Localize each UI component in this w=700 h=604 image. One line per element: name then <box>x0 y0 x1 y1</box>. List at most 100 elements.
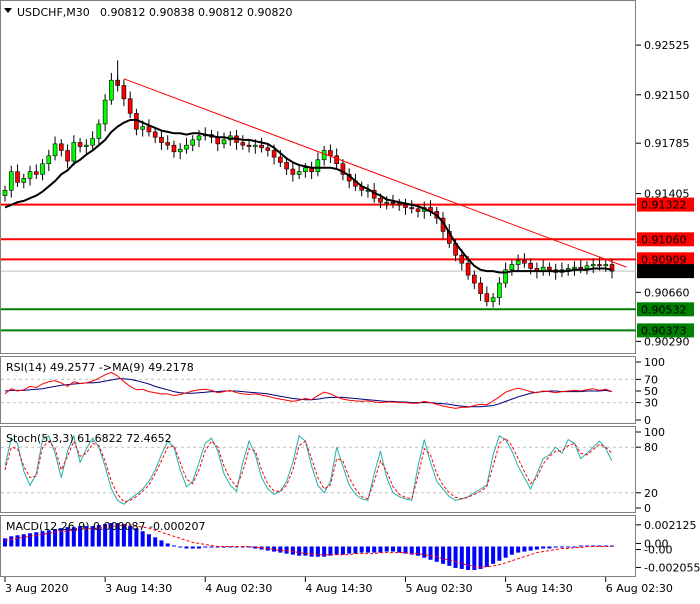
candle-body <box>609 264 615 272</box>
macd-bar <box>59 528 64 547</box>
candle-body <box>102 99 108 125</box>
macd-bar <box>334 546 339 555</box>
macd-bar <box>409 546 414 555</box>
rsi-tick-label: 30 <box>644 397 658 410</box>
candle-body <box>65 150 70 162</box>
macd-bar <box>472 546 477 570</box>
candle-body <box>259 144 264 149</box>
macd-bar <box>359 546 364 553</box>
rsi-line <box>4 371 613 409</box>
candle-body <box>497 282 502 298</box>
candle-body <box>378 197 383 203</box>
candle-body <box>109 79 114 101</box>
level-tag <box>637 232 694 247</box>
macd-bar <box>159 540 164 547</box>
macd-bar <box>559 546 564 548</box>
candle-body <box>296 171 302 175</box>
price-ohlc: 0.90812 0.90838 0.90812 0.90820 <box>100 6 292 19</box>
candle-body <box>290 168 296 175</box>
macd-bar <box>9 536 14 547</box>
candle-body <box>265 147 271 151</box>
trendline <box>123 78 627 268</box>
macd-bar <box>134 528 139 547</box>
macd-bar <box>284 546 289 554</box>
level-tag <box>637 323 694 338</box>
candle-body <box>121 85 127 100</box>
macd-bar <box>328 546 333 556</box>
candle-body <box>177 148 183 153</box>
time-tick-label: 5 Aug 14:30 <box>506 582 573 595</box>
stoch-tick-label: 80 <box>644 441 658 454</box>
macd-bar <box>584 545 589 547</box>
candle-body <box>522 260 527 264</box>
macd-bar <box>71 527 76 547</box>
candle-body <box>215 136 221 145</box>
rsi-tick-label: 70 <box>644 373 658 386</box>
macd-bar <box>403 546 408 554</box>
candle-body <box>484 293 490 302</box>
macd-bar <box>21 534 26 547</box>
macd-bar <box>503 546 508 558</box>
candle-body <box>315 159 321 172</box>
macd-bar <box>297 546 302 556</box>
candle-body <box>127 98 133 114</box>
candle-body <box>565 268 571 271</box>
rsi-tick-label: 100 <box>644 356 665 369</box>
level-label: 0.90909 <box>641 253 687 266</box>
candle-body <box>221 139 227 145</box>
macd-bar <box>215 546 220 548</box>
stoch-header: Stoch(5,3,3) 61.6822 72.4652 <box>6 432 172 445</box>
candle-body <box>159 136 164 143</box>
macd-bar <box>121 524 126 547</box>
macd-bar <box>497 546 502 561</box>
rsi-header: RSI(14) 49.2577 ->MA(9) 49.2178 <box>6 361 194 374</box>
macd-bar <box>441 546 446 564</box>
candle-body <box>465 262 471 276</box>
candle-body <box>278 156 283 163</box>
macd-bar <box>516 546 521 553</box>
level-label: 0.91322 <box>641 199 687 212</box>
price-tick-label: 0.92525 <box>644 39 690 52</box>
macd-bar <box>247 546 252 548</box>
macd-panel: 0.002125 0.00-0.00 -0.002055 <box>3 519 700 574</box>
macd-bar <box>578 545 583 547</box>
candle-body <box>240 142 246 146</box>
candle-body <box>503 269 508 284</box>
macd-bar <box>303 546 308 556</box>
macd-bar <box>222 546 227 548</box>
candle-body <box>415 208 421 212</box>
candles <box>2 60 615 308</box>
candle-body <box>84 144 89 147</box>
macd-bar <box>109 523 114 547</box>
candle-body <box>472 274 477 284</box>
candle-body <box>46 155 52 165</box>
macd-bar <box>184 546 189 549</box>
candle-body <box>390 201 396 204</box>
macd-bar <box>478 546 483 569</box>
macd-bar <box>203 546 208 548</box>
current-price-tag <box>637 264 694 279</box>
macd-bar <box>603 545 608 547</box>
macd-bar <box>228 546 233 548</box>
macd-bar <box>522 546 527 552</box>
candle-body <box>33 171 39 175</box>
level-label: 0.91060 <box>641 233 687 246</box>
macd-bar <box>196 546 201 549</box>
candle-body <box>584 265 590 269</box>
candle-body <box>52 143 58 157</box>
macd-tick-label: -0.00 <box>644 544 672 557</box>
candle-body <box>152 131 158 138</box>
macd-bar <box>528 546 533 551</box>
time-tick-label: 4 Aug 14:30 <box>305 582 372 595</box>
stoch-main-line <box>4 434 613 505</box>
macd-bar <box>146 534 151 547</box>
symbol-dropdown-icon[interactable] <box>4 8 12 13</box>
candle-body <box>140 126 145 130</box>
candle-body <box>340 163 346 175</box>
macd-bar <box>547 546 552 549</box>
macd-bar <box>534 546 539 550</box>
macd-bar <box>15 535 20 547</box>
time-tick-label: 4 Aug 02:30 <box>205 582 272 595</box>
candle-body <box>165 142 171 146</box>
